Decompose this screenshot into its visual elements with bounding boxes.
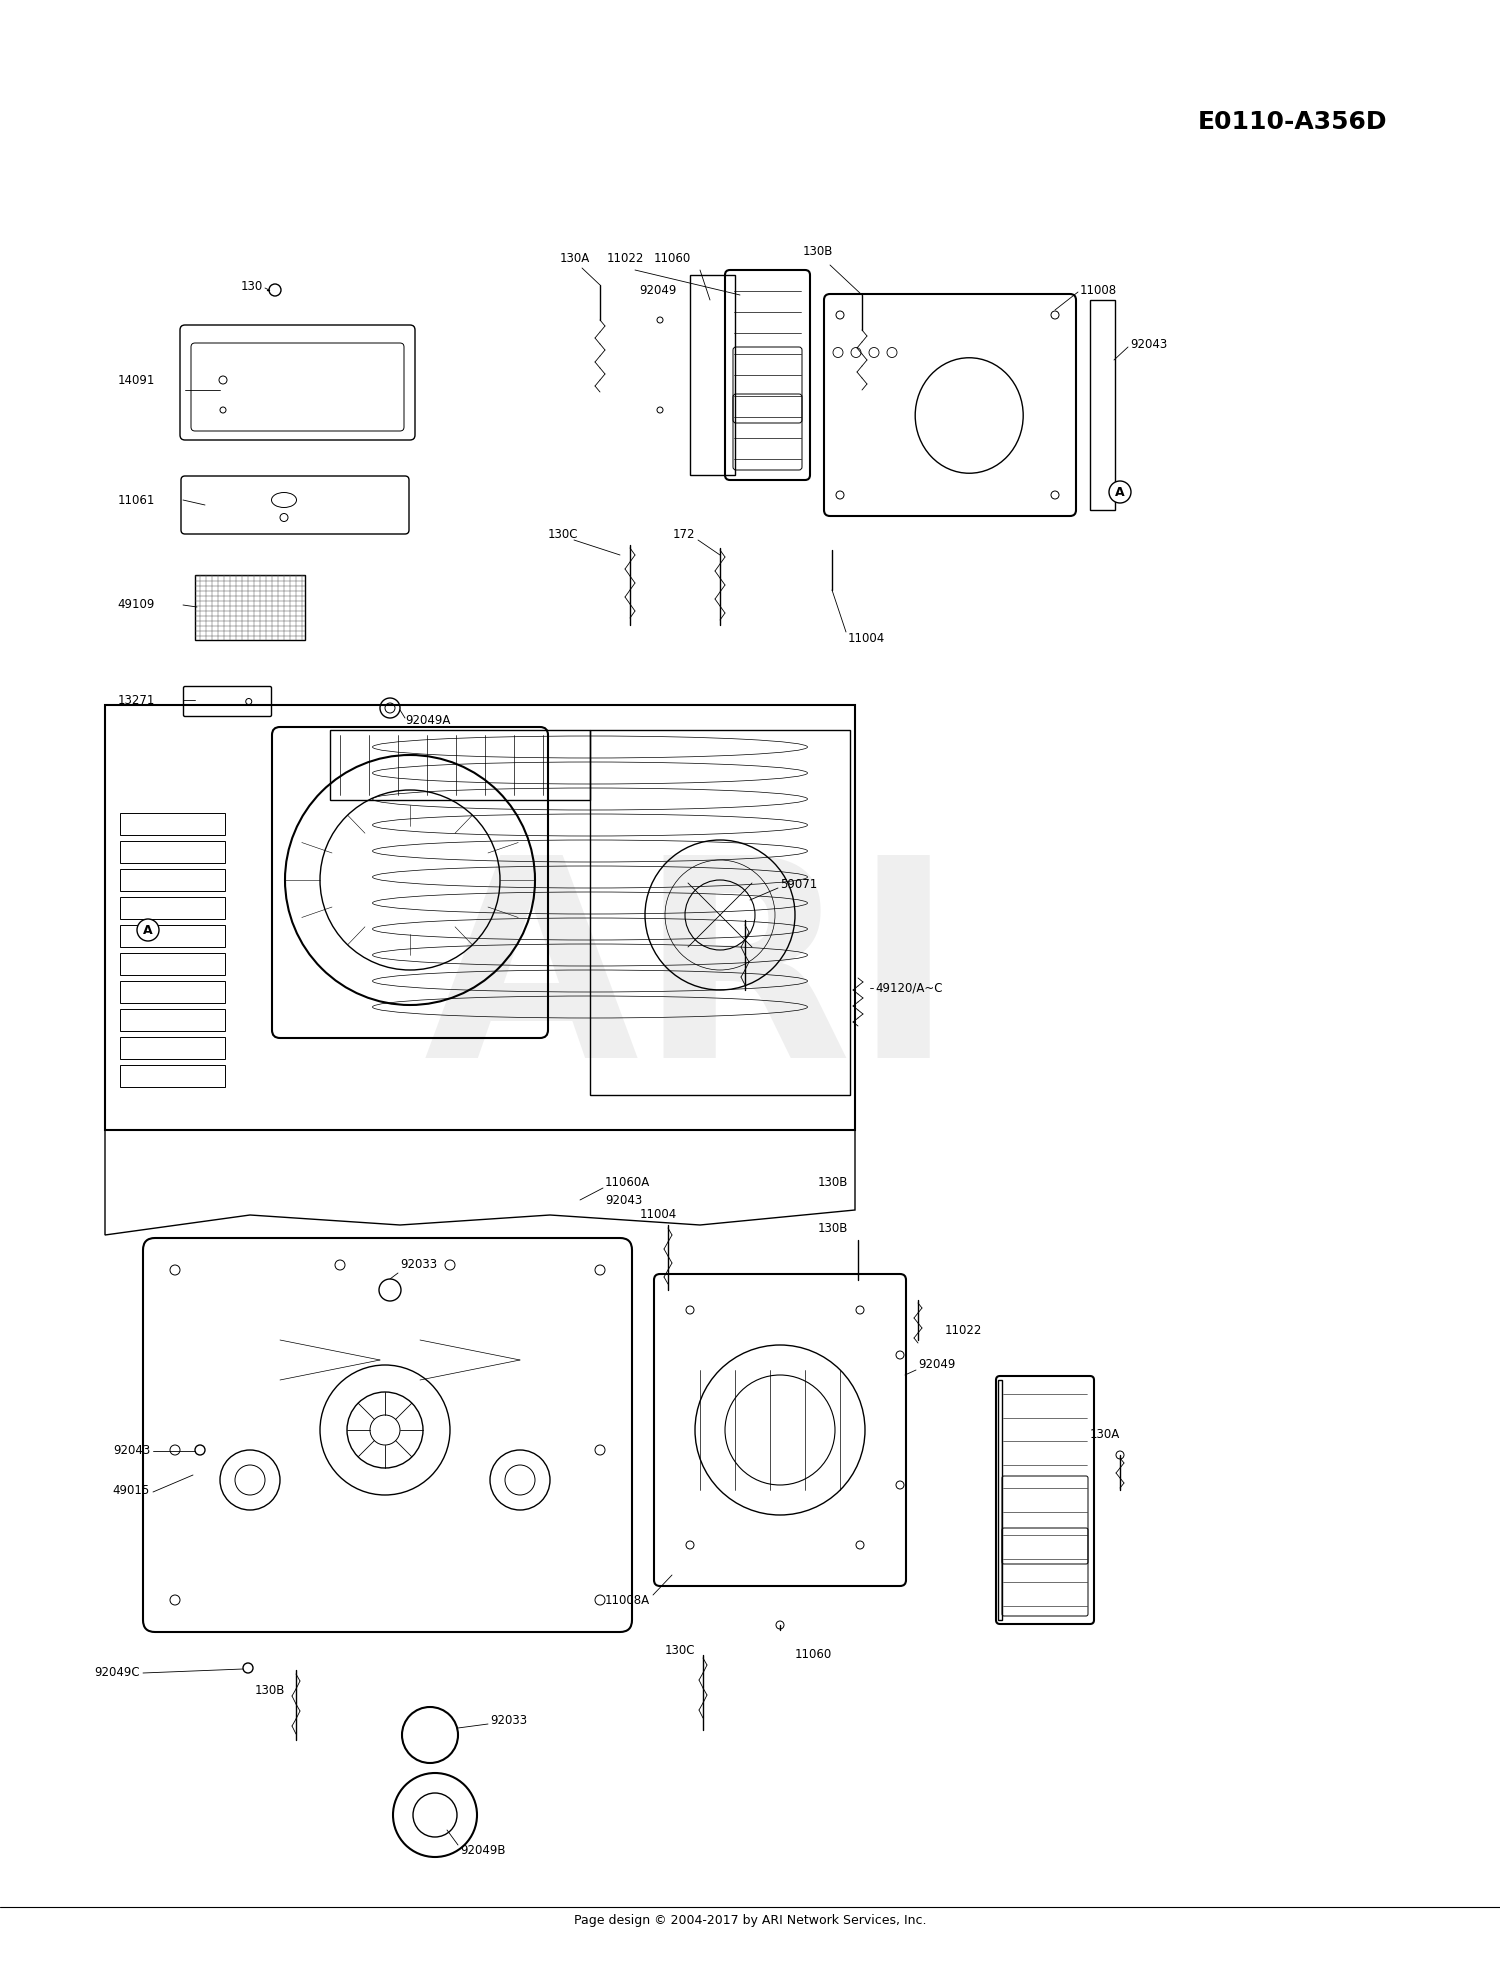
Text: 130A: 130A (560, 251, 590, 265)
Text: 11008A: 11008A (604, 1593, 650, 1607)
Text: 130B: 130B (818, 1175, 849, 1189)
Text: Page design © 2004-2017 by ARI Network Services, Inc.: Page design © 2004-2017 by ARI Network S… (573, 1915, 926, 1927)
Text: 130B: 130B (255, 1683, 285, 1697)
Text: 92043: 92043 (604, 1193, 642, 1207)
Text: 11060: 11060 (795, 1648, 832, 1662)
Bar (120, 1038, 225, 1059)
Text: 11004: 11004 (847, 632, 885, 644)
Bar (120, 812, 225, 836)
Bar (120, 924, 225, 948)
Text: 130C: 130C (548, 528, 579, 542)
Text: 11008: 11008 (1080, 283, 1118, 296)
Bar (120, 842, 225, 863)
Text: 92043: 92043 (112, 1444, 150, 1456)
Bar (105, 704, 855, 1130)
Text: 14091: 14091 (117, 373, 154, 387)
Text: 92033: 92033 (490, 1713, 526, 1727)
Circle shape (136, 918, 159, 942)
Text: 130A: 130A (1090, 1428, 1120, 1442)
Text: 172: 172 (672, 528, 694, 542)
Text: 130C: 130C (664, 1644, 696, 1656)
Text: 11060A: 11060A (604, 1175, 651, 1189)
Bar (1090, 300, 1114, 510)
Text: 92049: 92049 (918, 1358, 956, 1371)
Bar (120, 1008, 225, 1030)
Text: 130B: 130B (802, 245, 832, 259)
Bar (120, 897, 225, 918)
Text: 92049A: 92049A (405, 714, 450, 726)
Bar (590, 730, 850, 1095)
Text: 11004: 11004 (640, 1209, 678, 1222)
Text: A: A (1114, 485, 1125, 498)
Bar (120, 869, 225, 891)
Text: 92049C: 92049C (94, 1666, 140, 1679)
Bar (330, 730, 590, 800)
Bar (120, 981, 225, 1003)
Text: 11022: 11022 (945, 1324, 982, 1336)
Text: 92049B: 92049B (460, 1844, 506, 1856)
Text: 49015: 49015 (112, 1483, 150, 1497)
Text: ARI: ARI (424, 846, 956, 1116)
Text: 13271: 13271 (117, 693, 154, 706)
Text: E0110-A356D: E0110-A356D (1198, 110, 1388, 133)
Text: 49120/A~C: 49120/A~C (874, 981, 942, 995)
Text: 92049: 92049 (639, 283, 676, 296)
Text: 130B: 130B (818, 1222, 849, 1234)
Circle shape (1108, 481, 1131, 502)
Text: 130: 130 (240, 281, 262, 294)
Text: 11022: 11022 (606, 251, 644, 265)
Text: A: A (142, 924, 153, 936)
Bar (120, 954, 225, 975)
Text: 49109: 49109 (117, 598, 154, 612)
Text: 11061: 11061 (117, 494, 154, 506)
Text: 92033: 92033 (400, 1258, 436, 1271)
Bar (690, 275, 735, 475)
Text: 11060: 11060 (654, 251, 690, 265)
Text: 59071: 59071 (780, 879, 818, 891)
Bar (120, 1065, 225, 1087)
Bar (998, 1379, 1002, 1621)
Bar (195, 575, 304, 640)
Text: 92043: 92043 (1130, 339, 1167, 351)
